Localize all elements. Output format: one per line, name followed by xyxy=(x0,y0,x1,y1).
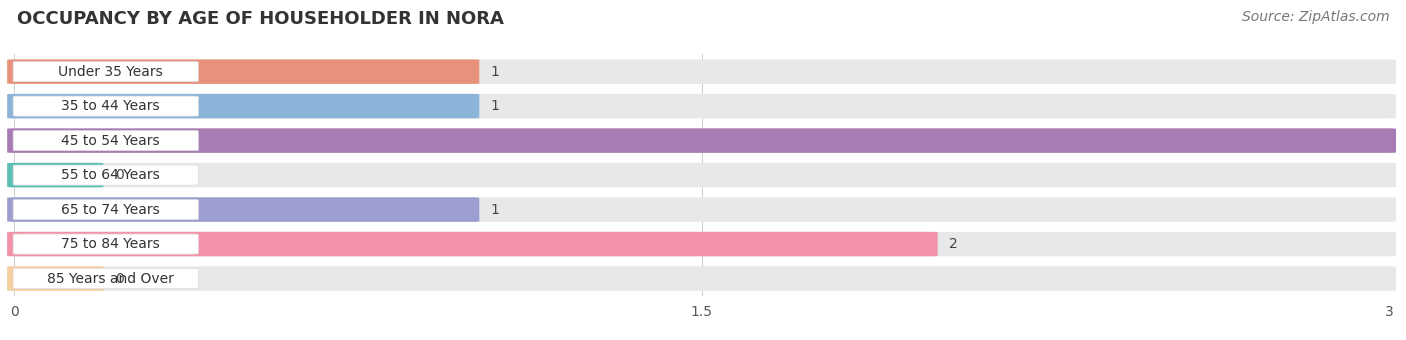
FancyBboxPatch shape xyxy=(7,59,1396,84)
FancyBboxPatch shape xyxy=(7,232,1396,256)
FancyBboxPatch shape xyxy=(7,163,1396,187)
Text: 35 to 44 Years: 35 to 44 Years xyxy=(60,99,160,113)
Text: 85 Years and Over: 85 Years and Over xyxy=(46,272,174,286)
Text: 0: 0 xyxy=(115,168,124,182)
FancyBboxPatch shape xyxy=(7,129,1396,153)
FancyBboxPatch shape xyxy=(7,94,1396,118)
FancyBboxPatch shape xyxy=(13,234,198,254)
FancyBboxPatch shape xyxy=(13,200,198,220)
FancyBboxPatch shape xyxy=(13,269,198,289)
FancyBboxPatch shape xyxy=(7,94,479,118)
FancyBboxPatch shape xyxy=(13,165,198,185)
FancyBboxPatch shape xyxy=(7,59,479,84)
Text: 75 to 84 Years: 75 to 84 Years xyxy=(60,237,160,251)
FancyBboxPatch shape xyxy=(7,197,479,222)
Text: 0: 0 xyxy=(115,272,124,286)
Text: Source: ZipAtlas.com: Source: ZipAtlas.com xyxy=(1241,10,1389,24)
FancyBboxPatch shape xyxy=(7,129,1396,153)
FancyBboxPatch shape xyxy=(7,266,1396,291)
FancyBboxPatch shape xyxy=(13,62,198,82)
Text: 1: 1 xyxy=(491,65,499,79)
Text: OCCUPANCY BY AGE OF HOUSEHOLDER IN NORA: OCCUPANCY BY AGE OF HOUSEHOLDER IN NORA xyxy=(17,10,503,28)
FancyBboxPatch shape xyxy=(7,197,1396,222)
Text: 1: 1 xyxy=(491,203,499,217)
Text: Under 35 Years: Under 35 Years xyxy=(58,65,163,79)
FancyBboxPatch shape xyxy=(13,131,198,151)
Text: 45 to 54 Years: 45 to 54 Years xyxy=(60,134,160,148)
Text: 2: 2 xyxy=(949,237,957,251)
FancyBboxPatch shape xyxy=(7,266,104,291)
Text: 55 to 64 Years: 55 to 64 Years xyxy=(60,168,160,182)
FancyBboxPatch shape xyxy=(7,163,104,187)
Text: 1: 1 xyxy=(491,99,499,113)
FancyBboxPatch shape xyxy=(13,96,198,116)
Text: 65 to 74 Years: 65 to 74 Years xyxy=(60,203,160,217)
FancyBboxPatch shape xyxy=(7,232,938,256)
